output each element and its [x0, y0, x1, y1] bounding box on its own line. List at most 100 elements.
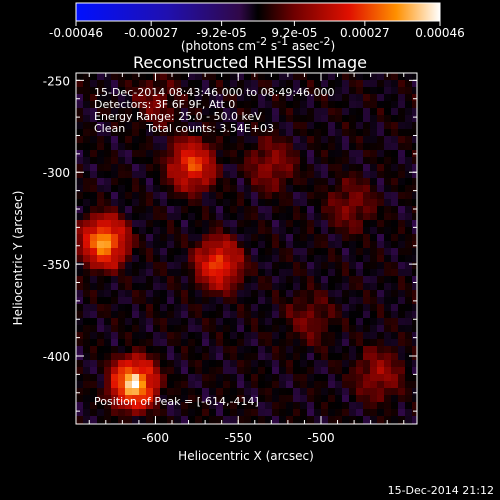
- heatmap-cell: [335, 248, 342, 255]
- heatmap-cell: [286, 220, 293, 227]
- heatmap-cell: [328, 234, 335, 241]
- heatmap-cell: [174, 325, 181, 332]
- heatmap-cell: [321, 108, 328, 115]
- heatmap-cell: [258, 164, 265, 171]
- heatmap-cell: [97, 94, 104, 101]
- heatmap-cell: [307, 94, 314, 101]
- heatmap-cell: [132, 269, 139, 276]
- annotation-time-range: 15-Dec-2014 08:43:46.000 to 08:49:46.000: [94, 86, 335, 99]
- heatmap-cell: [111, 157, 118, 164]
- heatmap-cell: [391, 220, 398, 227]
- heatmap-cell: [293, 213, 300, 220]
- heatmap-cell: [118, 367, 125, 374]
- heatmap-cell: [363, 283, 370, 290]
- heatmap-cell: [328, 80, 335, 87]
- heatmap-cell: [83, 409, 90, 416]
- heatmap-cell: [139, 416, 146, 423]
- heatmap-cell: [90, 192, 97, 199]
- heatmap-cell: [125, 325, 132, 332]
- heatmap-cell: [258, 276, 265, 283]
- heatmap-cell: [412, 206, 417, 213]
- heatmap-cell: [251, 416, 258, 423]
- heatmap-cell: [328, 395, 335, 402]
- heatmap-cell: [76, 381, 83, 388]
- heatmap-cell: [328, 164, 335, 171]
- heatmap-cell: [251, 206, 258, 213]
- heatmap-cell: [314, 276, 321, 283]
- heatmap-cell: [132, 262, 139, 269]
- heatmap-cell: [97, 178, 104, 185]
- heatmap-cell: [412, 248, 417, 255]
- heatmap-cell: [209, 192, 216, 199]
- heatmap-cell: [286, 206, 293, 213]
- colorbar-tick-label: 0.00027: [340, 26, 390, 40]
- heatmap-cell: [195, 157, 202, 164]
- heatmap-cell: [83, 150, 90, 157]
- heatmap-cell: [335, 129, 342, 136]
- heatmap-cell: [216, 374, 223, 381]
- heatmap-cell: [265, 122, 272, 129]
- heatmap-cell: [160, 87, 167, 94]
- heatmap-cell: [230, 73, 237, 80]
- heatmap-cell: [307, 297, 314, 304]
- heatmap-cell: [384, 339, 391, 346]
- heatmap-cell: [286, 192, 293, 199]
- heatmap-cell: [349, 227, 356, 234]
- heatmap-cell: [132, 248, 139, 255]
- heatmap-cell: [174, 360, 181, 367]
- heatmap-cell: [125, 276, 132, 283]
- heatmap-cell: [391, 199, 398, 206]
- heatmap-cell: [160, 227, 167, 234]
- heatmap-cell: [279, 115, 286, 122]
- heatmap-cell: [202, 206, 209, 213]
- heatmap-cell: [90, 136, 97, 143]
- heatmap-cell: [377, 416, 384, 423]
- heatmap-cell: [244, 332, 251, 339]
- heatmap-cell: [90, 234, 97, 241]
- heatmap-cell: [391, 248, 398, 255]
- heatmap-cell: [195, 199, 202, 206]
- heatmap-cell: [300, 129, 307, 136]
- heatmap-cell: [307, 325, 314, 332]
- heatmap-cell: [230, 283, 237, 290]
- heatmap-cell: [244, 325, 251, 332]
- heatmap-cell: [342, 199, 349, 206]
- heatmap-cell: [216, 192, 223, 199]
- heatmap-cell: [349, 122, 356, 129]
- heatmap-cell: [307, 311, 314, 318]
- heatmap-cell: [160, 220, 167, 227]
- heatmap-cell: [314, 122, 321, 129]
- heatmap-cell: [195, 227, 202, 234]
- heatmap-cell: [349, 234, 356, 241]
- heatmap-cell: [321, 311, 328, 318]
- heatmap-cell: [118, 416, 125, 423]
- heatmap-cell: [300, 213, 307, 220]
- heatmap-cell: [195, 129, 202, 136]
- heatmap-cell: [265, 178, 272, 185]
- heatmap-cell: [132, 129, 139, 136]
- heatmap-cell: [125, 129, 132, 136]
- heatmap-cell: [356, 241, 363, 248]
- heatmap-cell: [76, 157, 83, 164]
- heatmap-cell: [265, 416, 272, 423]
- heatmap-cell: [342, 311, 349, 318]
- heatmap-cell: [363, 395, 370, 402]
- heatmap-cell: [300, 241, 307, 248]
- heatmap-cell: [321, 255, 328, 262]
- heatmap-cell: [90, 325, 97, 332]
- heatmap-cell: [300, 290, 307, 297]
- heatmap-cell: [195, 94, 202, 101]
- heatmap-cell: [265, 241, 272, 248]
- heatmap-cell: [328, 304, 335, 311]
- heatmap-cell: [76, 374, 83, 381]
- heatmap-cell: [342, 255, 349, 262]
- heatmap-cell: [139, 73, 146, 80]
- heatmap-cell: [188, 234, 195, 241]
- heatmap-cell: [258, 199, 265, 206]
- heatmap-cell: [279, 94, 286, 101]
- heatmap-cell: [146, 157, 153, 164]
- heatmap-cell: [209, 381, 216, 388]
- heatmap-cell: [377, 227, 384, 234]
- heatmap-cell: [286, 339, 293, 346]
- heatmap-cell: [181, 290, 188, 297]
